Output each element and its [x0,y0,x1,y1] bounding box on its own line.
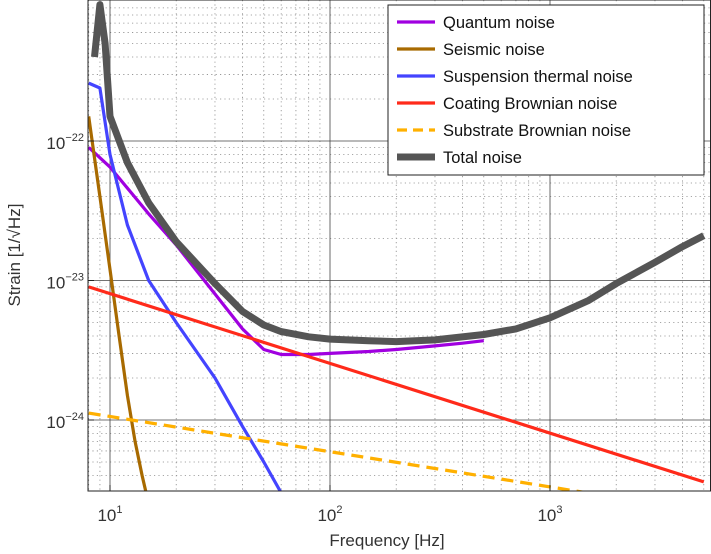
series-line-5 [91,1,706,346]
y-axis-label: Strain [1/√Hz] [5,204,24,307]
legend-label-4: Substrate Brownian noise [443,122,631,140]
series-line-4 [88,411,586,491]
y-tick-label: 10−22 [46,132,84,153]
legend-box [387,4,705,176]
legend-label-3: Coating Brownian noise [443,95,617,113]
series-line-1 [88,116,148,491]
legend: Quantum noise Seismic noise Suspension the… [387,4,705,176]
y-tick-label: 10−23 [46,272,84,293]
series-line-2 [88,81,282,491]
series-line-0 [88,146,484,357]
x-tick-label: 103 [537,504,562,525]
legend-label-0: Quantum noise [443,14,555,32]
legend-label-5: Total noise [443,149,522,167]
axis-ticks: 101 102 103 10−24 10−23 10−22 [46,132,562,525]
legend-label-1: Seismic noise [443,41,545,59]
x-axis-label: Frequency [Hz] [329,531,444,550]
legend-label-2: Suspension thermal noise [443,68,633,86]
x-tick-label: 101 [97,504,122,525]
y-tick-label: 10−24 [46,411,84,432]
series-line-3 [88,285,705,484]
plot-area [88,1,706,491]
x-tick-label: 102 [317,504,342,525]
